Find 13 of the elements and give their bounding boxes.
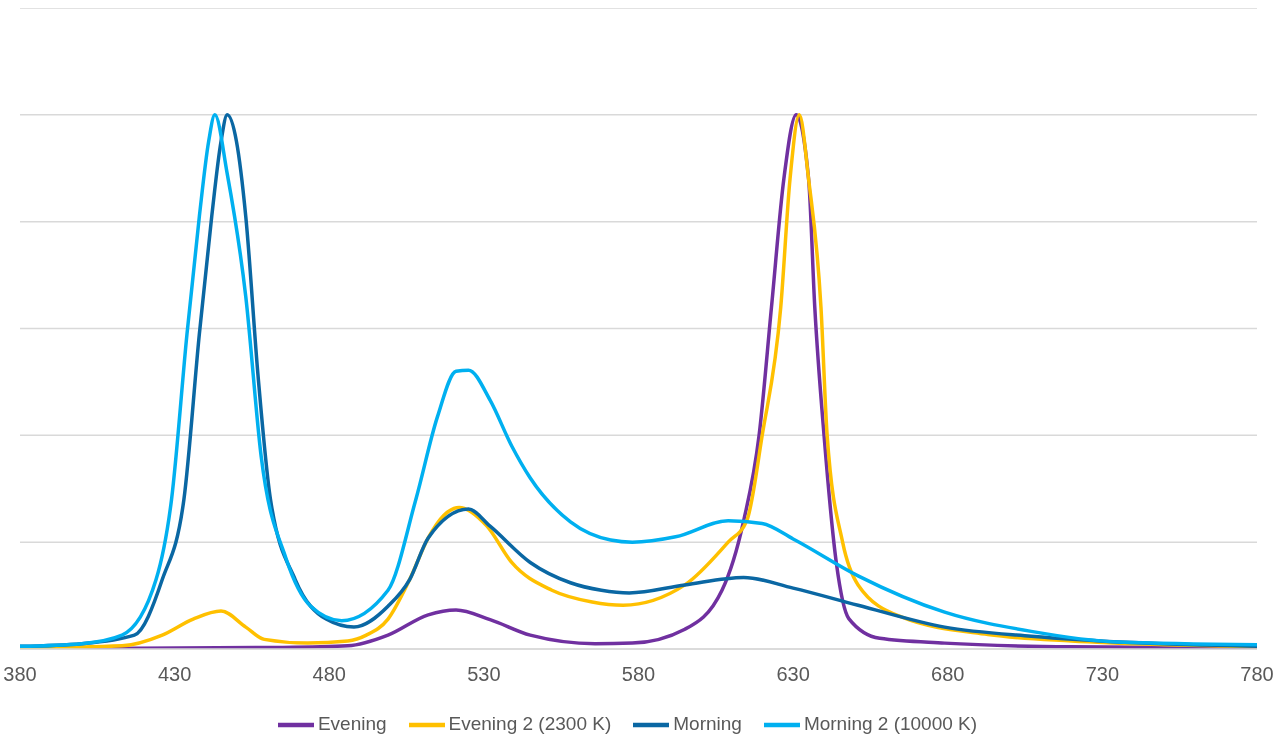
x-tick-label: 580 [621, 663, 656, 686]
legend-label: Morning 2 (10000 K) [803, 713, 978, 735]
legend-label: Morning [673, 713, 742, 735]
x-tick-label: 730 [1085, 663, 1120, 686]
legend-label: Evening [317, 713, 387, 735]
legend-label: Evening 2 (2300 K) [448, 713, 612, 735]
x-tick-label: 630 [776, 663, 810, 686]
x-tick-label: 780 [1240, 663, 1274, 686]
x-tick-label: 380 [3, 663, 37, 686]
x-tick-label: 480 [312, 663, 346, 686]
x-tick-label: 530 [467, 663, 501, 686]
x-tick-label: 430 [157, 663, 192, 686]
x-tick-label: 680 [931, 663, 965, 686]
